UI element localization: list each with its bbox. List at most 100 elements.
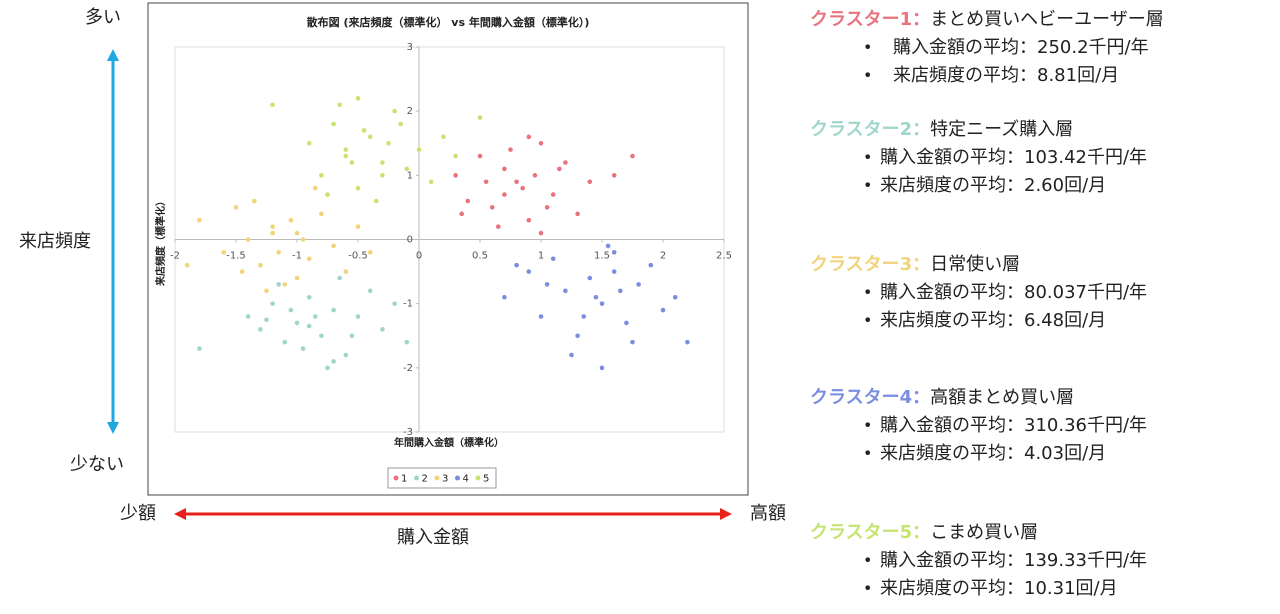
point: [264, 317, 269, 323]
point: [599, 365, 605, 371]
point: [319, 173, 324, 178]
point: [252, 198, 257, 204]
point: [355, 314, 361, 319]
x-tick-label: 2.5: [716, 251, 732, 262]
bullet: •: [863, 551, 872, 570]
point: [325, 365, 330, 371]
x-tick-label: -2: [170, 251, 180, 262]
cluster-heading: クラスター2：特定ニーズ購入層: [810, 119, 1073, 140]
point: [502, 294, 507, 300]
point: [331, 121, 336, 127]
point: [392, 108, 397, 114]
y-tick-label: -3: [403, 427, 413, 438]
point: [465, 198, 471, 204]
point: [306, 323, 312, 329]
point: [367, 134, 373, 140]
point: [508, 147, 513, 152]
y-tick-label: 0: [407, 235, 413, 246]
point: [374, 198, 379, 204]
point: [331, 359, 336, 364]
point: [300, 237, 306, 242]
point: [550, 192, 556, 197]
x-high: 高額: [750, 503, 786, 524]
point: [343, 153, 349, 159]
point: [306, 256, 312, 262]
point: [477, 153, 483, 159]
y-title: 来店頻度: [19, 231, 91, 252]
point: [313, 314, 318, 319]
x-tick-label: 2: [660, 251, 666, 262]
point: [557, 166, 562, 172]
point: [496, 224, 501, 229]
cluster-heading: クラスター5：こまめ買い層: [810, 522, 1038, 543]
bullet: •: [863, 311, 872, 330]
point: [538, 230, 544, 236]
legend-marker: [393, 475, 399, 481]
point: [270, 102, 275, 108]
point: [526, 269, 532, 274]
point: [355, 96, 361, 101]
point: [538, 140, 544, 146]
cluster-item: 購入金額の平均：103.42千円/年: [880, 147, 1147, 168]
x-tick-label: 0: [416, 251, 422, 262]
point: [477, 115, 483, 120]
cluster-item: 来店頻度の平均：2.60回/月: [880, 175, 1106, 196]
point: [514, 262, 519, 268]
point: [648, 262, 654, 268]
point: [197, 217, 202, 223]
point: [306, 294, 312, 300]
point: [685, 339, 690, 345]
point: [361, 128, 367, 133]
point: [233, 205, 239, 210]
point: [563, 288, 568, 294]
point: [184, 262, 190, 268]
point: [587, 275, 593, 281]
cluster-item: 購入金額の平均：310.36千円/年: [880, 415, 1147, 436]
point: [581, 314, 586, 319]
cluster-heading: クラスター1：まとめ買いヘビーユーザー層: [810, 9, 1164, 30]
point: [563, 160, 568, 165]
cluster-item: 来店頻度の平均：10.31回/月: [880, 578, 1118, 599]
point: [343, 352, 349, 358]
legend-label: 4: [463, 474, 469, 485]
point: [404, 339, 410, 345]
point: [294, 320, 300, 326]
cluster-label: クラスター3：: [810, 254, 930, 275]
point: [630, 153, 635, 159]
point: [453, 173, 458, 178]
point: [294, 275, 300, 281]
point: [258, 327, 263, 332]
bullet: •: [863, 38, 872, 57]
point: [520, 185, 525, 191]
point: [270, 230, 275, 236]
point: [550, 256, 556, 262]
point: [337, 102, 343, 108]
point: [313, 185, 318, 191]
point: [337, 275, 343, 281]
point: [221, 250, 227, 255]
point: [245, 237, 251, 242]
point: [306, 140, 312, 146]
point: [404, 166, 410, 172]
cluster-item: 購入金額の平均：250.2千円/年: [893, 37, 1149, 58]
point: [514, 179, 519, 185]
cluster-label: クラスター5：: [810, 522, 930, 543]
point: [526, 217, 532, 223]
point: [386, 140, 391, 146]
cluster-item: 来店頻度の平均：6.48回/月: [880, 310, 1106, 331]
point: [288, 307, 294, 313]
cluster-name: 日常使い層: [930, 254, 1020, 275]
cluster-label: クラスター2：: [810, 119, 930, 140]
point: [611, 173, 617, 178]
cluster-item: 購入金額の平均：139.33千円/年: [880, 550, 1147, 571]
x-axis-title: 年間購入金額（標準化）: [394, 436, 504, 449]
point: [532, 173, 538, 178]
y-tick-label: -2: [403, 363, 413, 374]
point: [587, 179, 593, 185]
point: [489, 205, 495, 210]
point: [367, 250, 373, 255]
cluster-item: 来店頻度の平均：4.03回/月: [880, 443, 1106, 464]
point: [282, 339, 288, 345]
point: [264, 288, 269, 294]
